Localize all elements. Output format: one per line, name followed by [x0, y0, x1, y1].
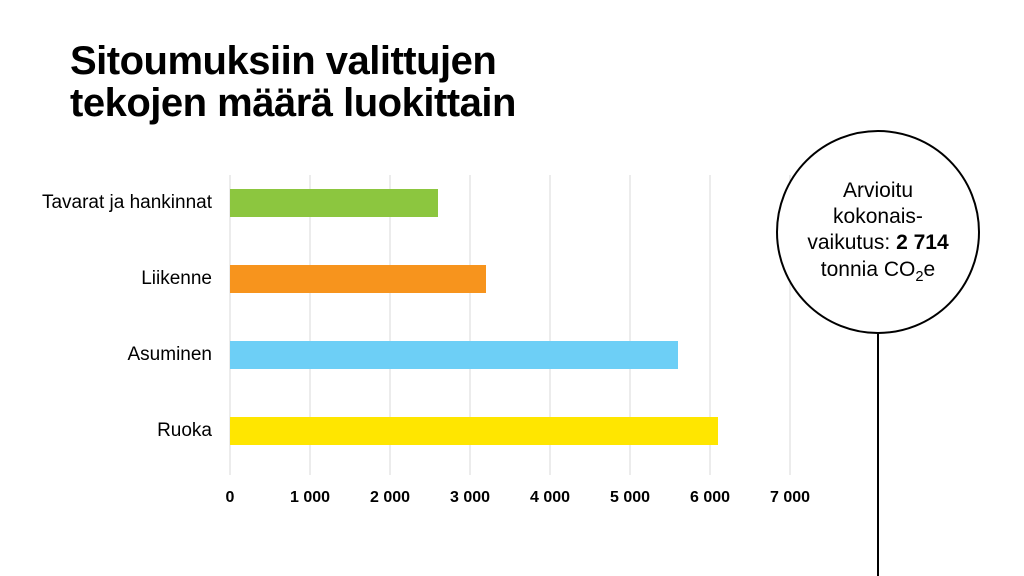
bar [230, 189, 438, 217]
category-label: Tavarat ja hankinnat [0, 192, 212, 214]
category-label: Liikenne [0, 268, 212, 290]
x-tick-label: 1 000 [270, 489, 350, 507]
badge-line-3a: vaikutus: [807, 231, 896, 254]
badge-line-4b: e [924, 258, 936, 281]
badge-line-2: kokonais- [833, 205, 923, 228]
badge-line-3b: 2 714 [896, 231, 949, 254]
badge-stick [877, 334, 879, 576]
x-tick-label: 5 000 [590, 489, 670, 507]
x-tick-label: 4 000 [510, 489, 590, 507]
bar [230, 417, 718, 445]
badge-line-4-sub: 2 [915, 269, 923, 285]
impact-badge: Arvioitu kokonais- vaikutus: 2 714 tonni… [776, 130, 980, 334]
x-tick-label: 7 000 [750, 489, 830, 507]
badge-line-4a: tonnia CO [821, 258, 916, 281]
x-tick-label: 6 000 [670, 489, 750, 507]
x-tick-label: 2 000 [350, 489, 430, 507]
x-tick-label: 3 000 [430, 489, 510, 507]
page-root: Sitoumuksiin valittujen tekojen määrä lu… [0, 0, 1024, 576]
badge-line-1: Arvioitu [843, 179, 913, 202]
bar [230, 341, 678, 369]
category-label: Ruoka [0, 420, 212, 442]
x-tick-label: 0 [190, 489, 270, 507]
badge-text: Arvioitu kokonais- vaikutus: 2 714 tonni… [807, 178, 948, 286]
bar [230, 265, 486, 293]
category-label: Asuminen [0, 344, 212, 366]
